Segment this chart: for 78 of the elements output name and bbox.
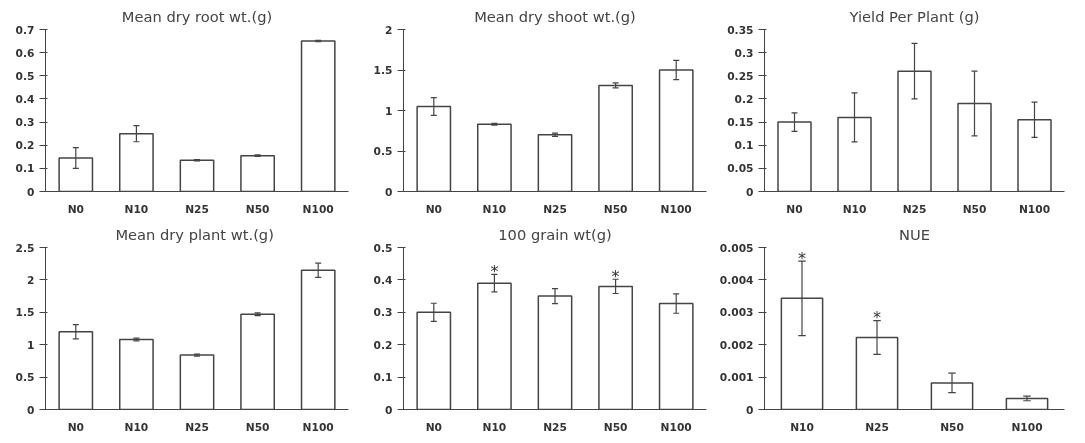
y-tick-label: 1 — [385, 104, 393, 118]
y-tick-label: 1.5 — [15, 306, 35, 320]
y-tick-label: 0.2 — [15, 139, 35, 153]
y-tick-label: 2.5 — [15, 241, 35, 255]
y-tick-label: 0.1 — [734, 139, 754, 153]
x-tick-label: N25 — [185, 202, 209, 216]
y-tick-label: 0.2 — [373, 338, 393, 352]
y-tick-label: 0 — [746, 403, 754, 417]
y-tick-label: 0.3 — [734, 46, 754, 60]
x-tick-label: N0 — [67, 420, 84, 434]
y-tick-label: 0.5 — [373, 241, 393, 255]
y-tick-label: 0.003 — [719, 306, 754, 320]
x-tick-label: N0 — [67, 202, 84, 216]
y-tick-label: 2 — [27, 273, 35, 287]
annotation: * — [798, 248, 806, 268]
y-tick-label: 0.25 — [727, 69, 754, 83]
x-tick-label: N25 — [185, 420, 209, 434]
x-tick-label: N25 — [543, 420, 567, 434]
annotation: * — [611, 266, 620, 286]
x-tick-label: N50 — [940, 420, 964, 434]
y-tick-label: 0.005 — [719, 241, 754, 255]
y-tick-label: 0.1 — [15, 162, 35, 176]
y-tick-label: 0.5 — [15, 371, 35, 385]
x-tick-label: N100 — [302, 202, 334, 216]
y-tick-label: 2 — [385, 23, 393, 37]
y-tick-label: 0.002 — [719, 338, 754, 352]
chart-title: 100 grain wt(g) — [498, 225, 612, 243]
y-tick-label: 0.3 — [373, 306, 393, 320]
y-tick-label: 0.2 — [734, 92, 754, 106]
x-tick-label: N50 — [245, 202, 270, 216]
x-tick-label: N100 — [1018, 202, 1051, 216]
chart-title: Mean dry plant wt.(g) — [115, 225, 274, 243]
y-tick-label: 0.5 — [373, 145, 393, 158]
x-tick-label: N10 — [482, 202, 507, 216]
y-tick-label: 0.7 — [15, 23, 35, 37]
x-tick-label: N10 — [124, 420, 149, 434]
x-tick-label: N10 — [790, 420, 814, 434]
x-tick-label: N0 — [425, 202, 442, 216]
chart-title: Yield Per Plant (g) — [848, 7, 980, 25]
y-tick-label: 0 — [385, 403, 393, 417]
y-tick-label: 0 — [746, 185, 754, 199]
x-tick-label: N10 — [482, 420, 507, 434]
chart-title: Mean dry root wt.(g) — [121, 7, 273, 25]
y-tick-label: 1.5 — [373, 64, 393, 77]
y-tick-label: 0.6 — [15, 46, 35, 60]
y-tick-label: 0 — [27, 403, 35, 417]
x-tick-label: N10 — [842, 202, 867, 216]
x-tick-label: N25 — [902, 202, 927, 216]
x-tick-label: N50 — [245, 420, 270, 434]
y-tick-label: 0.05 — [727, 162, 754, 176]
annotation: * — [490, 261, 499, 281]
x-tick-label: N0 — [425, 420, 442, 434]
x-tick-label: N50 — [962, 202, 987, 216]
chart-title: NUE — [899, 225, 930, 243]
y-tick-label: 0.5 — [15, 69, 35, 83]
x-tick-label: N100 — [660, 420, 692, 434]
y-tick-label: 0.3 — [15, 116, 35, 130]
y-tick-label: 0 — [27, 185, 35, 199]
x-tick-label: N25 — [543, 202, 567, 216]
chart-title: Mean dry shoot wt.(g) — [474, 7, 636, 25]
x-tick-label: N100 — [302, 420, 334, 434]
y-tick-label: 0.35 — [727, 23, 754, 37]
y-tick-label: 1 — [27, 338, 35, 352]
y-tick-label: 0.4 — [373, 273, 393, 287]
y-tick-label: 0.15 — [727, 116, 754, 130]
annotation: * — [873, 308, 881, 328]
y-tick-label: 0.001 — [719, 371, 754, 385]
x-tick-label: N50 — [603, 202, 628, 216]
y-tick-label: 0.4 — [15, 92, 35, 106]
y-tick-label: 0.004 — [719, 273, 754, 287]
y-tick-label: 0.1 — [373, 371, 393, 385]
x-tick-label: N0 — [786, 202, 803, 216]
x-tick-label: N100 — [1011, 420, 1043, 434]
x-tick-label: N50 — [603, 420, 628, 434]
x-tick-label: N10 — [124, 202, 149, 216]
x-tick-label: N100 — [660, 202, 692, 216]
y-tick-label: 0 — [385, 185, 393, 199]
x-tick-label: N25 — [865, 420, 889, 434]
